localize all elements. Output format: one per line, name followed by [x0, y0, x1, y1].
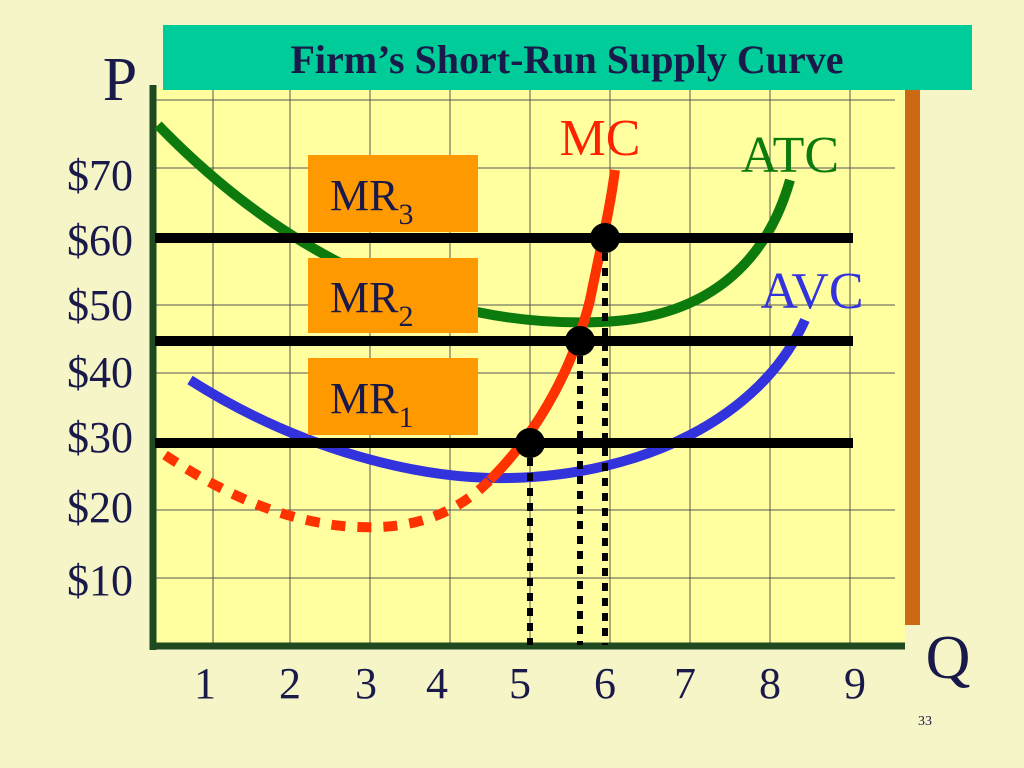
- x-label: 6: [594, 659, 616, 708]
- y-label: $20: [67, 483, 133, 532]
- y-label: $10: [67, 556, 133, 605]
- mr-label: MR2: [330, 273, 413, 333]
- avc-label: AVC: [760, 263, 863, 320]
- x-label: 4: [426, 659, 448, 708]
- mr-lines: [155, 233, 853, 448]
- avc-curve: [187, 317, 810, 484]
- title: Firm’s Short-Run Supply Curve: [290, 37, 843, 82]
- mr-label: MR1: [330, 374, 413, 434]
- x-label: 3: [355, 659, 377, 708]
- y-label: $70: [67, 151, 133, 200]
- quantity-drops: [527, 238, 608, 645]
- title-box: [163, 25, 972, 90]
- x-label: 8: [759, 659, 781, 708]
- x-label: 9: [844, 659, 866, 708]
- atc-label: ATC: [741, 127, 839, 184]
- x-label: 1: [194, 659, 216, 708]
- mr-box: [308, 155, 478, 232]
- page-number: 33: [918, 714, 932, 729]
- x-label: 2: [279, 659, 301, 708]
- mr-box: [308, 358, 478, 435]
- y-label: $30: [67, 413, 133, 462]
- mc-curve-dashed: [162, 450, 494, 533]
- y-axis-title: P: [103, 46, 137, 114]
- mr-box: [308, 258, 478, 333]
- y-label: $60: [67, 216, 133, 265]
- y-label: $40: [67, 348, 133, 397]
- y-label: $50: [67, 281, 133, 330]
- supply-points: [515, 223, 620, 458]
- mc-label: MC: [560, 110, 641, 167]
- x-label: 5: [509, 659, 531, 708]
- right-bar: [905, 90, 920, 625]
- mr-label: MR3: [330, 171, 413, 231]
- x-label: 7: [674, 659, 696, 708]
- atc-curve: [154, 121, 795, 328]
- x-axis-title: Q: [926, 624, 971, 692]
